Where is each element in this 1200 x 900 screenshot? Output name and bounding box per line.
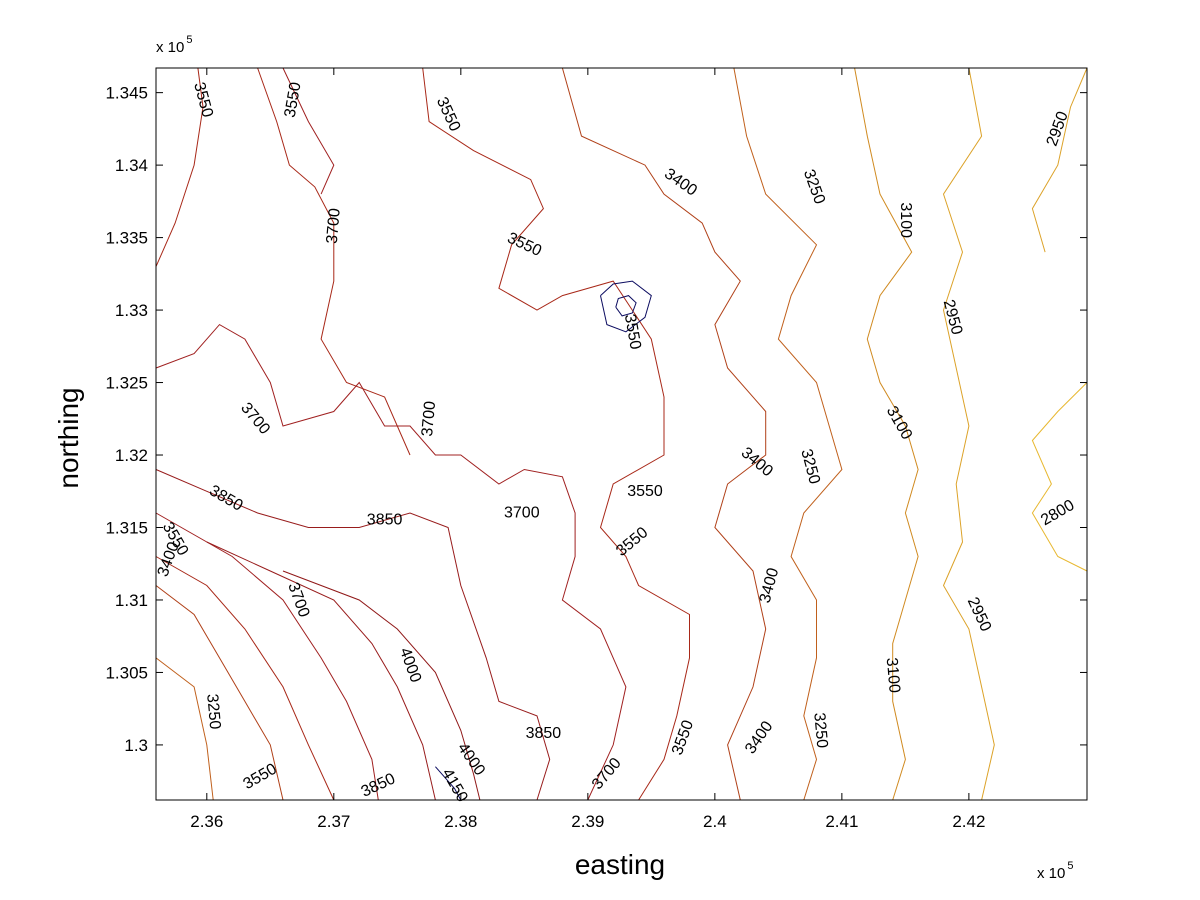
y-axis-title: northing: [53, 387, 84, 488]
contour-label: 3850: [526, 725, 562, 742]
contour-label: 3100: [883, 657, 903, 694]
contour-label: 3250: [203, 693, 223, 730]
y-tick-label: 1.31: [115, 591, 148, 610]
y-tick-label: 1.33: [115, 301, 148, 320]
contour-label: 3700: [504, 505, 540, 522]
x-tick-label: 2.38: [444, 812, 477, 831]
contour-label: 3250: [810, 712, 830, 749]
x-tick-label: 2.36: [190, 812, 223, 831]
x-tick-label: 2.41: [825, 812, 858, 831]
x-tick-label: 2.42: [952, 812, 985, 831]
y-tick-label: 1.315: [105, 518, 148, 537]
x-tick-label: 2.4: [703, 812, 727, 831]
y-tick-label: 1.305: [105, 663, 148, 682]
contour-label: 3100: [897, 202, 914, 238]
y-tick-label: 1.345: [105, 84, 148, 103]
contour-label: 3850: [367, 512, 403, 529]
y-tick-label: 1.32: [115, 446, 148, 465]
x-axis-title: easting: [575, 849, 665, 880]
contour-label: 3700: [419, 400, 439, 437]
y-tick-label: 1.3: [124, 736, 148, 755]
y-tick-label: 1.34: [115, 156, 148, 175]
contour-label: 3700: [324, 207, 344, 244]
x-tick-label: 2.37: [317, 812, 350, 831]
y-tick-label: 1.325: [105, 374, 148, 393]
y-tick-label: 1.335: [105, 229, 148, 248]
contour-label: 3550: [627, 483, 663, 500]
x-tick-label: 2.39: [571, 812, 604, 831]
